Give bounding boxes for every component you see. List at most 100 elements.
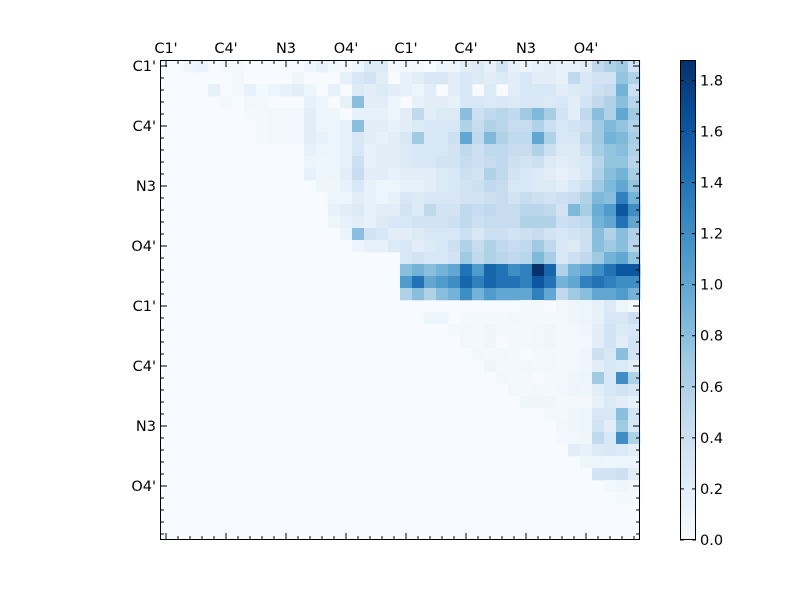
heatmap-cell — [568, 60, 581, 73]
heatmap-cell — [232, 60, 245, 73]
heatmap-cell — [484, 60, 497, 73]
heatmap-cell — [496, 192, 509, 205]
heatmap-cell — [568, 156, 581, 169]
heatmap-cell — [568, 72, 581, 85]
heatmap-cell — [604, 240, 617, 253]
heatmap-cell — [556, 372, 569, 385]
heatmap-cell — [556, 276, 569, 289]
heatmap-cell — [556, 204, 569, 217]
heatmap-cell — [472, 288, 485, 301]
heatmap-cell — [508, 156, 521, 169]
heatmap-cell — [604, 120, 617, 133]
heatmap-cell — [400, 192, 413, 205]
heatmap-cell — [580, 336, 593, 349]
heatmap-cell — [580, 288, 593, 301]
heatmap-cell — [484, 288, 497, 301]
heatmap-cell — [484, 264, 497, 277]
heatmap-cell — [400, 240, 413, 253]
heatmap-cell — [568, 204, 581, 217]
heatmap-cell — [460, 168, 473, 181]
heatmap-cell — [532, 144, 545, 157]
heatmap-cell — [268, 108, 281, 121]
heatmap-cell — [364, 168, 377, 181]
heatmap-cell — [376, 60, 389, 73]
heatmap-cell — [580, 252, 593, 265]
heatmap-cell — [604, 468, 617, 481]
x-tick-label: C4' — [454, 41, 477, 57]
heatmap-cell — [436, 120, 449, 133]
y-tick-label: N3 — [136, 179, 156, 195]
heatmap-cell — [352, 108, 365, 121]
heatmap-cell — [520, 276, 533, 289]
heatmap-cell — [412, 156, 425, 169]
heatmap-cell — [436, 132, 449, 145]
heatmap-cell — [628, 72, 641, 85]
heatmap-cell — [544, 60, 557, 73]
heatmap-cell — [568, 276, 581, 289]
heatmap-cell — [628, 396, 641, 409]
heatmap-cell — [472, 252, 485, 265]
heatmap-cell — [580, 276, 593, 289]
colorbar-tick-label: 0.0 — [700, 533, 723, 549]
heatmap-cell — [316, 108, 329, 121]
heatmap-cell — [496, 132, 509, 145]
heatmap-cell — [412, 96, 425, 109]
heatmap-cell — [460, 264, 473, 277]
heatmap-cell — [352, 144, 365, 157]
heatmap-cell — [580, 204, 593, 217]
heatmap-cell — [532, 360, 545, 373]
heatmap-cell — [400, 228, 413, 241]
heatmap-cell — [352, 228, 365, 241]
colorbar-tick-label: 1.8 — [700, 73, 723, 89]
heatmap-cell — [592, 144, 605, 157]
heatmap-cell — [460, 108, 473, 121]
heatmap-cell — [580, 324, 593, 337]
heatmap-cell — [412, 288, 425, 301]
heatmap-cell — [616, 348, 629, 361]
heatmap-cell — [388, 96, 401, 109]
heatmap-cell — [556, 336, 569, 349]
heatmap-cell — [604, 228, 617, 241]
heatmap-cell — [484, 276, 497, 289]
heatmap-cell — [592, 276, 605, 289]
heatmap-cell — [592, 192, 605, 205]
heatmap-cell — [304, 120, 317, 133]
heatmap-cell — [616, 372, 629, 385]
heatmap-cell — [304, 132, 317, 145]
heatmap-cell — [628, 84, 641, 97]
heatmap-cell — [472, 132, 485, 145]
heatmap-cell — [424, 240, 437, 253]
heatmap-cell — [424, 216, 437, 229]
heatmap-cell — [568, 444, 581, 457]
x-tick-label: C4' — [214, 41, 237, 57]
heatmap-cell — [424, 120, 437, 133]
heatmap-cell — [592, 228, 605, 241]
y-axis-tick-labels: C1' C4' N3 O4' C1' C4' N3 O4' — [131, 59, 156, 495]
heatmap-cell — [568, 192, 581, 205]
heatmap-cell — [520, 372, 533, 385]
heatmap-cell — [364, 72, 377, 85]
heatmap-cell — [520, 180, 533, 193]
heatmap-cell — [580, 180, 593, 193]
heatmap-cell — [556, 72, 569, 85]
heatmap-cell — [448, 84, 461, 97]
heatmap-cell — [472, 276, 485, 289]
heatmap-cell — [616, 144, 629, 157]
heatmap-cell — [388, 204, 401, 217]
heatmap-cell — [532, 276, 545, 289]
heatmap-cell — [316, 168, 329, 181]
heatmap-cell — [628, 108, 641, 121]
heatmap-cell — [544, 204, 557, 217]
heatmap-cell — [544, 324, 557, 337]
heatmap-cell — [532, 180, 545, 193]
heatmap-cell — [280, 120, 293, 133]
heatmap-cell — [556, 360, 569, 373]
heatmap-cell — [508, 192, 521, 205]
heatmap-cell — [460, 228, 473, 241]
colorbar-ticks: 0.0 0.2 0.4 0.6 0.8 1.0 1.2 1.4 1.6 1.8 — [680, 73, 723, 549]
heatmap-cell — [448, 120, 461, 133]
heatmap-cell — [508, 108, 521, 121]
heatmap-cell — [604, 204, 617, 217]
heatmap-cell — [496, 228, 509, 241]
heatmap-cell — [424, 168, 437, 181]
